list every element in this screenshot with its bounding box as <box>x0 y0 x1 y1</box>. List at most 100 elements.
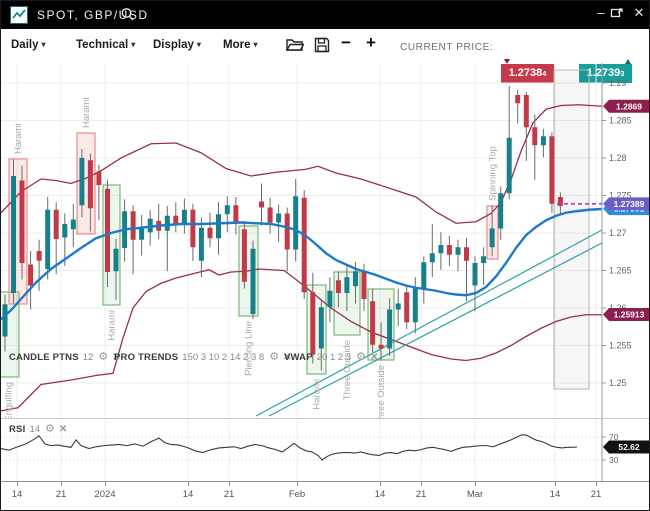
price-tag <box>603 197 649 211</box>
candle-body <box>207 227 213 239</box>
candle-body <box>549 136 555 204</box>
price-tick-label: 1.28 <box>609 153 627 163</box>
gear-icon[interactable]: ⚙ <box>98 351 109 363</box>
candle-body <box>36 251 42 261</box>
candle-body <box>130 211 136 240</box>
candle-body <box>310 292 316 355</box>
candle-body <box>216 214 221 239</box>
candle-body <box>224 205 230 215</box>
legend-pro-trends: PRO TRENDS 150 3 10 2 14 2 3 8 ⚙ ✕ <box>114 351 292 363</box>
candle-body <box>301 197 307 293</box>
zoom-in-button[interactable]: + <box>366 33 376 52</box>
gear-icon[interactable]: ⚙ <box>269 351 280 363</box>
legend-vwap: VWAP 20 1 2 3 ⚙ ✕ <box>284 351 379 363</box>
price-axis: 1.29 1.285 1.28 1.275 1.27 1.265 1.26 1.255 1.25… <box>601 63 649 418</box>
time-axis-label: 14 <box>374 489 386 500</box>
close-icon[interactable]: ✕ <box>370 352 379 363</box>
candle-body <box>173 215 179 224</box>
candle-body <box>472 263 478 286</box>
pattern-label: Piercing Line <box>244 321 255 376</box>
candle-body <box>455 247 461 255</box>
time-axis-label: 14 <box>182 489 194 500</box>
menu-more[interactable]: More ▾ <box>223 39 258 51</box>
window-title: SPOT, GBP/USD <box>37 8 149 22</box>
open-folder-icon[interactable] <box>286 37 304 52</box>
candle-body <box>532 127 538 146</box>
candle-body <box>113 248 119 272</box>
candle-body <box>481 256 487 263</box>
price-tick-label: 1.25 <box>609 378 627 388</box>
time-axis-tick <box>297 482 298 486</box>
restore-button[interactable] <box>610 6 628 26</box>
time-axis-label: 14 <box>11 489 23 500</box>
pattern-label: Three Outside <box>342 340 353 400</box>
time-axis-tick <box>105 482 106 486</box>
candle-body <box>446 245 452 255</box>
pattern-label: Harami <box>107 310 118 341</box>
candle-body <box>79 158 85 206</box>
price-chart-canvas[interactable]: Engulfing Harami Harami Harami Piercing Line… <box>1 63 650 418</box>
search-icon[interactable] <box>120 7 135 22</box>
rsi-tick-label: 70 <box>609 432 619 442</box>
candle-body <box>147 218 153 233</box>
plot-area: Engulfing Harami Harami Harami Piercing Line… <box>1 63 602 418</box>
price-tag-label: 1.25913 <box>614 310 645 320</box>
pattern-label: Spinning Top <box>488 146 499 201</box>
candle-body <box>87 160 93 209</box>
ask-price-box: 1.27393 <box>579 59 632 83</box>
arrow-down-icon <box>504 59 510 64</box>
candle-body <box>96 171 102 185</box>
menu-daily[interactable]: Daily ▾ <box>11 39 46 51</box>
candle-body <box>421 262 427 289</box>
trend-channel-line <box>268 242 602 417</box>
candle-body <box>276 213 282 223</box>
close-icon[interactable]: ✕ <box>283 352 292 363</box>
close-button[interactable]: ✕ <box>633 5 645 20</box>
price-tick-label: 1.265 <box>609 266 632 276</box>
menu-display[interactable]: Display ▾ <box>153 39 201 51</box>
close-icon[interactable]: ✕ <box>112 352 121 363</box>
price-tick-label: 1.27 <box>609 228 627 238</box>
price-tag-label: 1.2869 <box>616 101 642 111</box>
time-axis[interactable]: 14 21 2024 14 21 Feb 14 21 Mar 14 21 <box>1 481 649 510</box>
close-icon[interactable]: ✕ <box>58 424 68 435</box>
time-axis-label: Mar <box>466 489 484 500</box>
time-axis-label: Feb <box>288 489 306 500</box>
candle-body <box>438 245 444 254</box>
time-axis-label: 14 <box>549 489 561 500</box>
pattern-label: Harami <box>13 123 24 154</box>
minimize-button[interactable]: – <box>597 5 605 20</box>
candle-body <box>540 136 546 146</box>
rsi-chart-canvas[interactable]: 70 30 52.62 <box>1 418 650 482</box>
candle-body <box>557 197 563 206</box>
candle-body <box>404 292 410 323</box>
zoom-out-button[interactable]: − <box>341 33 351 52</box>
candle-body <box>28 264 34 286</box>
time-axis-tick <box>229 482 230 486</box>
save-icon[interactable] <box>314 37 330 53</box>
menu-technical[interactable]: Technical ▾ <box>76 39 136 51</box>
bid-price-box: 1.27384 <box>501 59 554 83</box>
gear-icon[interactable]: ⚙ <box>356 351 366 363</box>
chevron-down-icon: ▾ <box>41 40 46 49</box>
candle-body <box>318 307 324 349</box>
time-axis-label: 2024 <box>94 489 116 500</box>
time-axis-tick <box>555 482 556 486</box>
candle-body <box>361 271 367 299</box>
time-axis-tick <box>17 482 18 486</box>
time-axis-tick <box>188 482 189 486</box>
candle-body <box>344 277 350 293</box>
vwap-line <box>1 207 602 321</box>
candle-body <box>62 224 68 238</box>
chevron-down-icon: ▾ <box>196 40 201 49</box>
gear-icon[interactable]: ⚙ <box>45 423 55 435</box>
candle-body <box>489 228 495 248</box>
time-axis-label: 21 <box>223 489 235 500</box>
candle-body <box>464 247 469 261</box>
candle-body <box>241 229 247 282</box>
title-bar[interactable]: SPOT, GBP/USD – ✕ <box>1 1 649 29</box>
candle-body <box>181 209 187 224</box>
time-axis-tick <box>61 482 62 486</box>
app-chart-icon <box>10 6 28 24</box>
rsi-value-label: 52.62 <box>618 442 640 452</box>
